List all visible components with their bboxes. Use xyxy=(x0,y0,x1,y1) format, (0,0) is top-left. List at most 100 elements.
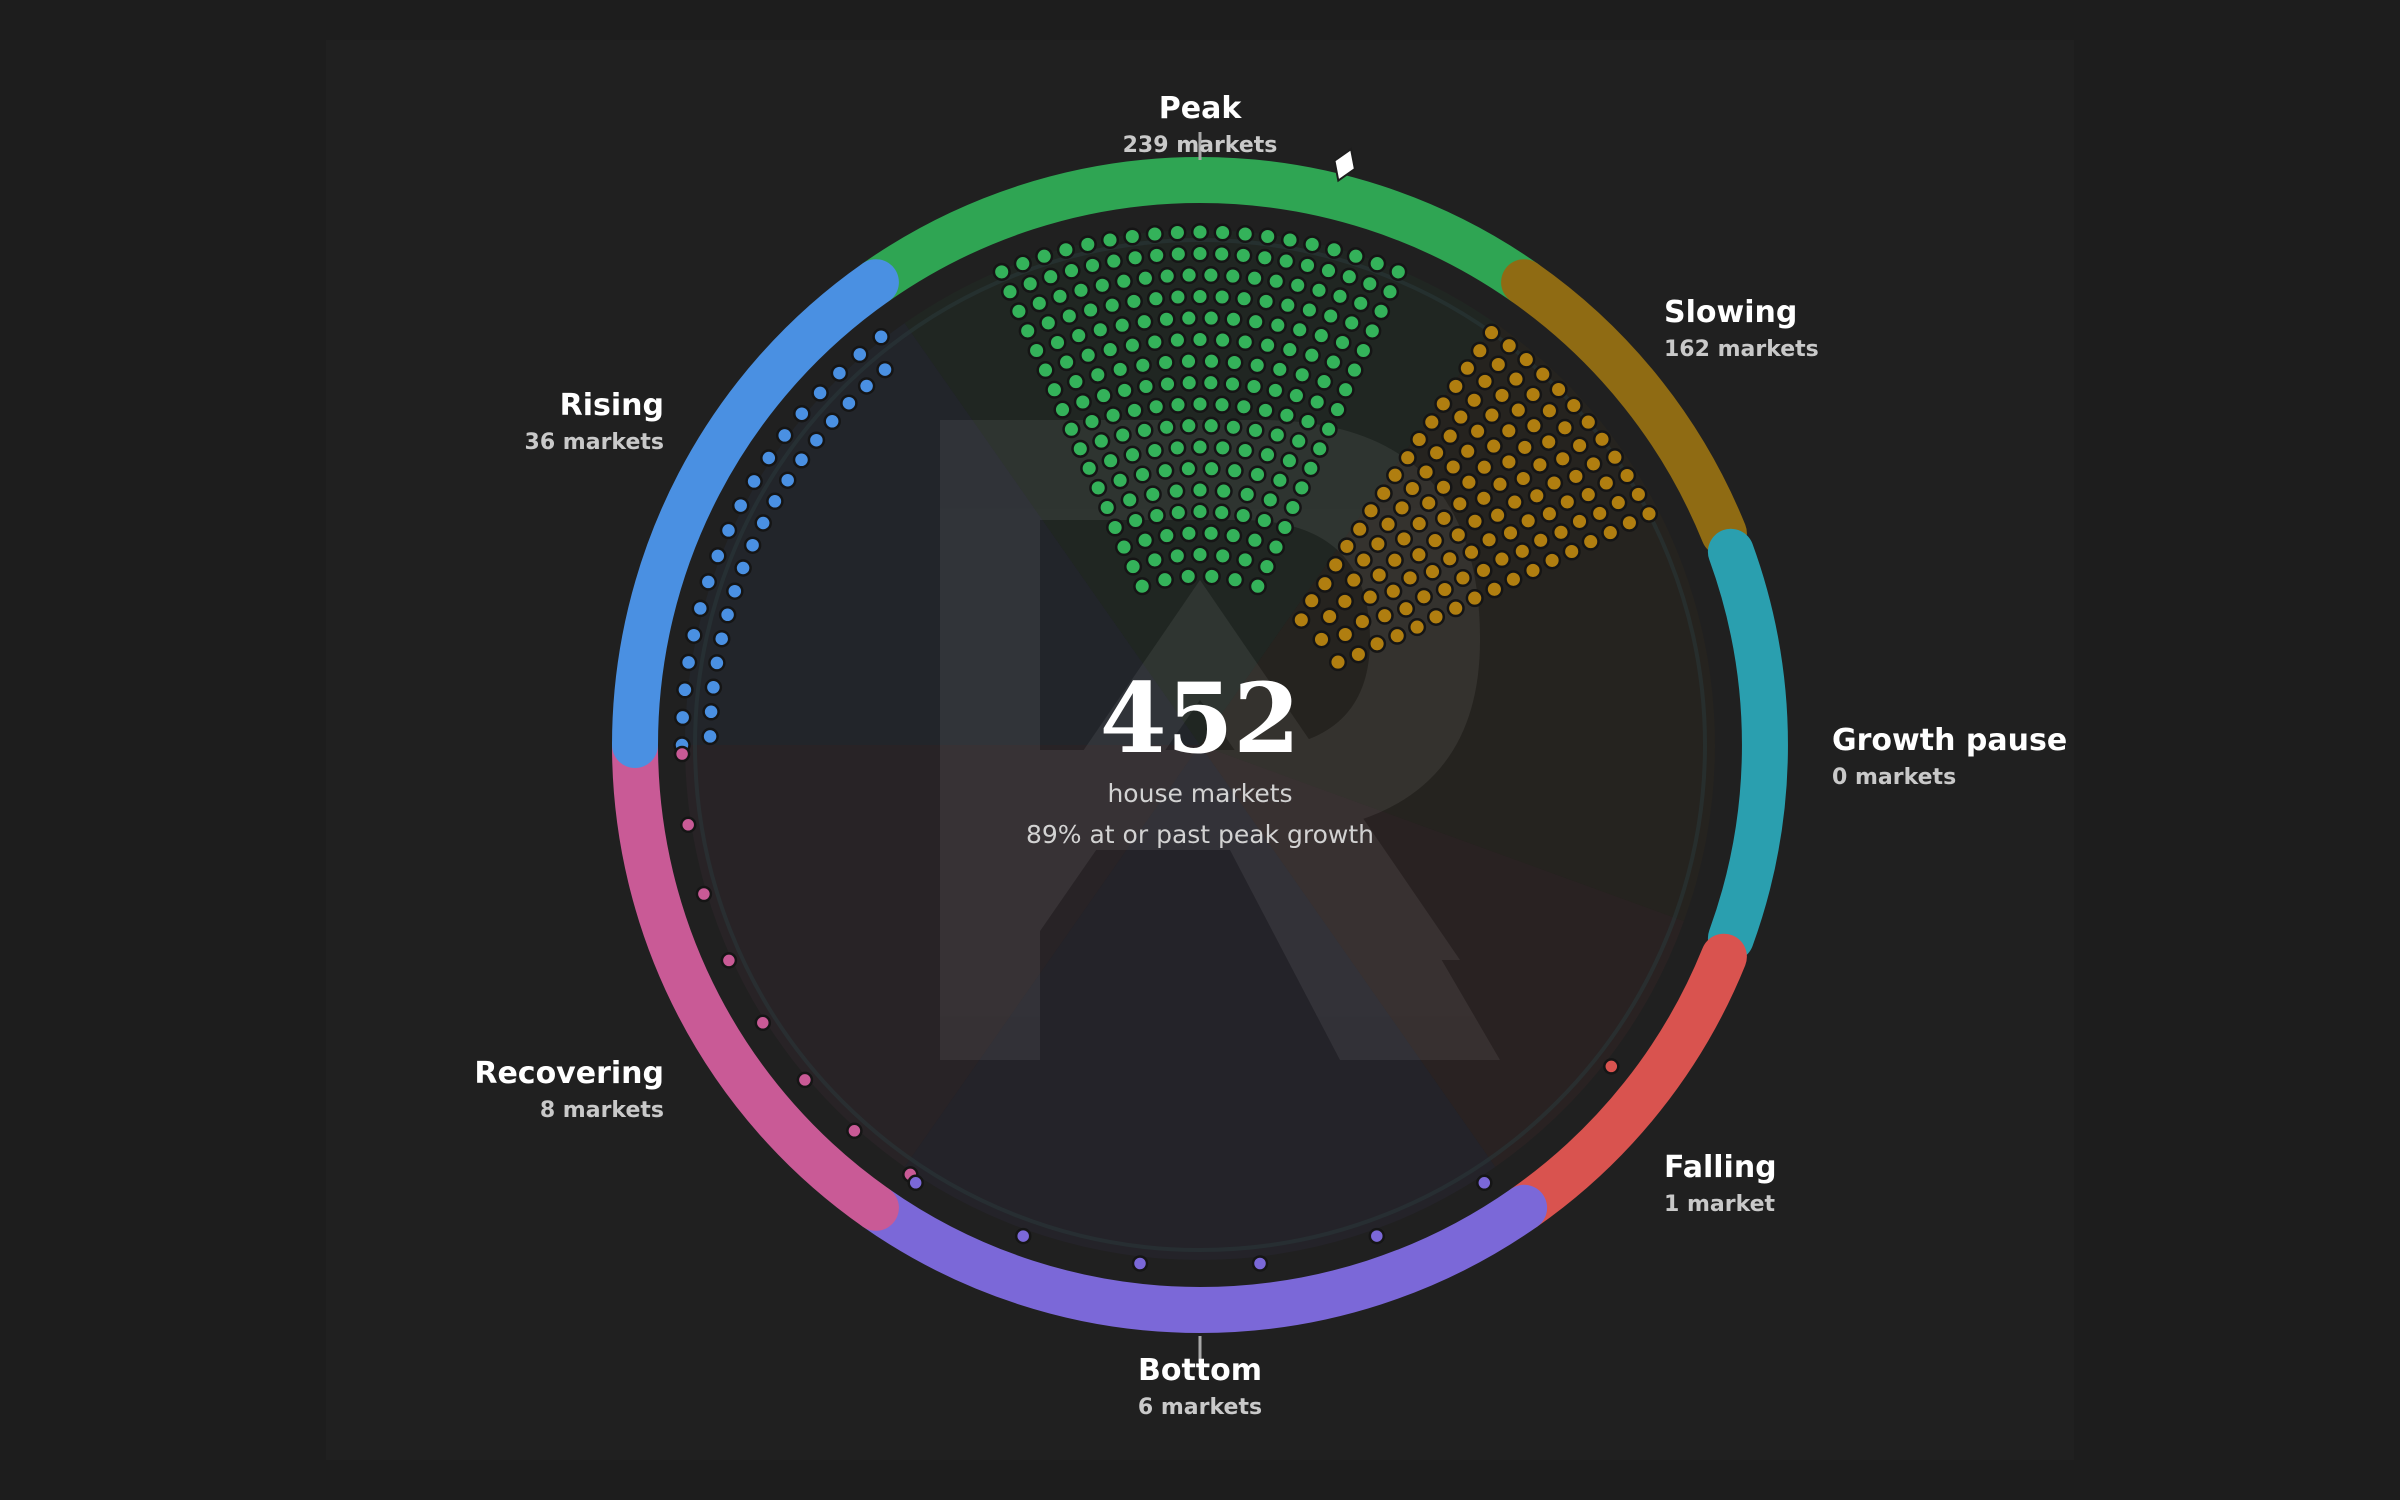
peak-dot xyxy=(1156,461,1175,480)
falling-dot xyxy=(1603,1058,1620,1075)
slowing-dot xyxy=(1555,418,1574,437)
peak-dot xyxy=(1214,482,1233,501)
slowing-dot xyxy=(1458,442,1477,461)
peak-dot xyxy=(1009,302,1028,321)
peak-dot xyxy=(1104,406,1123,425)
count-slowing: 162 markets xyxy=(1664,337,1819,362)
slowing-dot xyxy=(1292,610,1311,629)
peak-dot xyxy=(1255,248,1274,267)
slowing-dot xyxy=(1540,401,1559,420)
slowing-dot xyxy=(1620,513,1639,532)
peak-dot xyxy=(1372,302,1391,321)
peak-dot xyxy=(1179,524,1198,543)
slowing-dot xyxy=(1504,570,1523,589)
peak-dot xyxy=(1179,459,1198,478)
peak-dot xyxy=(1135,312,1154,331)
peak-dot xyxy=(1113,425,1132,445)
slowing-dot xyxy=(1328,653,1348,672)
slowing-dot xyxy=(1392,498,1412,517)
peak-dot xyxy=(1202,567,1221,586)
peak-dot xyxy=(1257,557,1276,576)
peak-dot xyxy=(1190,545,1210,564)
rising-dot xyxy=(708,654,726,672)
slowing-dot xyxy=(1485,580,1504,599)
peak-dot xyxy=(1235,289,1254,308)
slowing-dot xyxy=(1401,568,1420,587)
peak-dot xyxy=(1289,432,1308,451)
peak-dot xyxy=(1336,380,1355,399)
peak-dot xyxy=(1354,341,1373,360)
peak-dot xyxy=(1202,524,1221,543)
peak-dot xyxy=(1270,360,1289,379)
segment-labels: Peak 239 markets Slowing 162 markets Growth … xyxy=(474,91,2067,1420)
peak-dot xyxy=(1190,244,1210,263)
total-markets-number: 452 xyxy=(1100,662,1300,775)
peak-dot xyxy=(1113,316,1132,335)
rising-dot xyxy=(734,559,752,577)
slowing-dot xyxy=(1450,494,1469,513)
peak-dot xyxy=(1125,401,1144,420)
slowing-dot xyxy=(1597,473,1616,493)
peak-dot xyxy=(1201,373,1220,392)
peak-dot xyxy=(1238,485,1257,504)
rising-dot xyxy=(673,708,692,727)
slowing-dot xyxy=(1417,462,1436,482)
slowing-dot xyxy=(1501,523,1520,542)
rising-dot xyxy=(775,426,794,445)
label-recovering: Recovering xyxy=(474,1056,664,1091)
peak-dot xyxy=(1342,313,1361,332)
peak-dot xyxy=(1324,353,1343,372)
slowing-dot xyxy=(1361,588,1380,607)
slowing-dot xyxy=(1566,467,1585,486)
peak-dot xyxy=(1147,506,1166,525)
slowing-dot xyxy=(1540,504,1559,523)
peak-dot xyxy=(1123,336,1142,355)
peak-dot xyxy=(1226,570,1245,589)
peak-dot xyxy=(1136,377,1156,396)
rising-dot xyxy=(676,681,694,699)
slowing-dot xyxy=(1427,443,1446,462)
peak-dot xyxy=(1225,353,1244,372)
rising-dot xyxy=(702,703,720,721)
rising-dot xyxy=(691,599,710,618)
slowing-dot xyxy=(1410,514,1429,533)
slowing-dot xyxy=(1370,565,1389,585)
peak-dot xyxy=(1225,461,1244,480)
peak-dot xyxy=(1333,333,1352,352)
peak-dot xyxy=(1101,340,1120,359)
peak-dot xyxy=(1126,248,1145,267)
peak-dot xyxy=(1018,321,1037,340)
count-pause: 0 markets xyxy=(1832,765,1956,790)
count-recovering: 8 markets xyxy=(540,1098,664,1123)
peak-dot xyxy=(1050,287,1070,306)
slowing-dot xyxy=(1492,386,1512,405)
bottom-dot xyxy=(1014,1227,1032,1245)
arc-pause xyxy=(1707,528,1788,962)
bottom-dot xyxy=(1368,1227,1386,1245)
peak-dot xyxy=(1156,353,1175,372)
rising-dot xyxy=(685,626,703,644)
peak-dot xyxy=(1133,356,1152,375)
slowing-dot xyxy=(1414,587,1433,606)
slowing-dot xyxy=(1423,562,1442,581)
slowing-dot xyxy=(1446,599,1465,618)
slowing-dot xyxy=(1386,466,1405,485)
peak-dot xyxy=(1293,365,1312,384)
slowing-dot xyxy=(1474,489,1493,508)
slowing-dot xyxy=(1353,612,1372,631)
peak-dot xyxy=(1080,459,1099,478)
peak-dot xyxy=(1360,274,1379,293)
arc-peak xyxy=(852,157,1548,306)
peak-dot xyxy=(1039,313,1058,332)
peak-dot xyxy=(1202,309,1221,328)
slowing-dot xyxy=(1509,401,1528,420)
peak-dot xyxy=(1157,526,1176,545)
slowing-dot xyxy=(1451,408,1470,427)
peak-dot xyxy=(1202,416,1221,435)
peak-dot xyxy=(1158,374,1177,394)
peak-dot xyxy=(1258,445,1277,464)
peak-dot xyxy=(1213,287,1232,307)
peak-dot xyxy=(1315,372,1334,391)
peak-dot xyxy=(1223,374,1242,394)
slowing-dot xyxy=(1570,512,1589,531)
